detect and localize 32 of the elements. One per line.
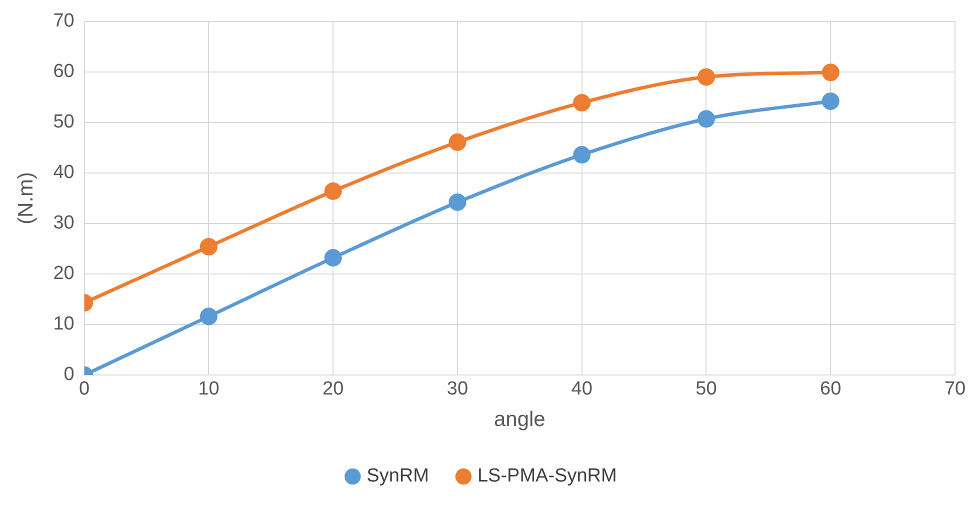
point	[697, 110, 715, 128]
point	[324, 249, 342, 267]
x-tick-label: 0	[79, 378, 90, 400]
y-tick-label: 20	[53, 263, 74, 284]
x-tick-label: 70	[944, 378, 966, 400]
y-axis-title: (N.m)	[14, 172, 38, 224]
point	[822, 92, 840, 110]
x-tick-label: 10	[198, 378, 220, 400]
y-tick-label: 30	[53, 212, 74, 234]
point	[573, 146, 591, 164]
point	[200, 238, 218, 256]
legend-label: LS-PMA-SynRM	[477, 466, 617, 487]
y-tick-label: 40	[53, 162, 74, 184]
x-tick-label: 60	[820, 378, 842, 400]
point	[200, 308, 218, 326]
point	[324, 182, 342, 200]
x-tick-label: 50	[696, 378, 717, 400]
y-tick-label: 60	[53, 61, 74, 82]
y-tick-label: 10	[53, 314, 74, 335]
y-tick-label: 50	[53, 112, 74, 133]
point	[573, 94, 591, 112]
x-axis-title: angle	[494, 408, 546, 432]
y-tick-label: 0	[64, 364, 74, 386]
x-tick-label: 20	[322, 378, 344, 400]
y-tick-label: 70	[53, 10, 74, 32]
point	[448, 193, 466, 211]
point	[822, 64, 840, 82]
point	[448, 133, 466, 151]
x-tick-label: 40	[571, 378, 592, 400]
legend-label: SynRM	[366, 466, 429, 487]
point	[697, 68, 715, 86]
x-tick-label: 30	[446, 378, 468, 400]
